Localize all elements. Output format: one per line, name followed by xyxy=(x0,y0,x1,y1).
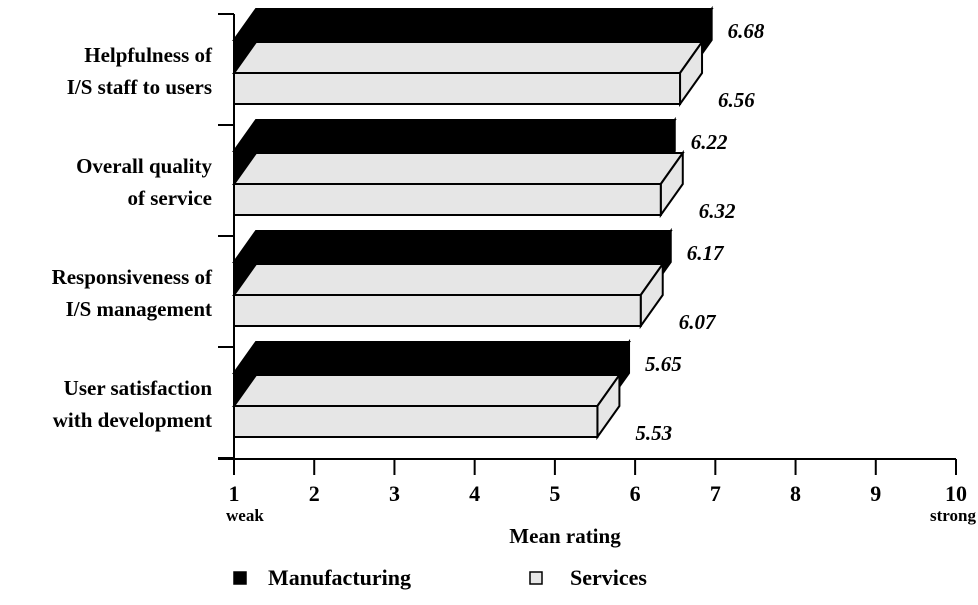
bar-manufacturing-2-top xyxy=(232,230,673,263)
value-label-services-3: 5.53 xyxy=(635,421,672,445)
bar-services-1-top xyxy=(232,152,685,185)
value-label-manufacturing-0: 6.68 xyxy=(728,19,765,43)
bar-services-3-front xyxy=(233,405,599,438)
bar-manufacturing-1-top xyxy=(232,119,677,152)
bar-services-1-front xyxy=(233,183,662,216)
axes xyxy=(218,13,957,475)
value-label-manufacturing-3: 5.65 xyxy=(645,352,682,376)
x-tick-label-8: 9 xyxy=(870,481,881,506)
bars-layer xyxy=(232,5,714,441)
legend-swatch-services xyxy=(529,571,543,585)
x-tick-label-3: 4 xyxy=(469,481,480,506)
bar-services-2 xyxy=(232,260,665,330)
category-label-0: Helpfulness of I/S staff to users xyxy=(67,43,213,99)
x-tick-label-0: 1 xyxy=(229,481,240,506)
legend-label-services: Services xyxy=(570,565,647,590)
category-label-3: User satisfaction with development xyxy=(53,376,213,432)
category-label-2: Responsiveness of I/S management xyxy=(52,265,213,321)
value-label-manufacturing-1: 6.22 xyxy=(691,130,728,154)
category-label-1-line-1: of service xyxy=(127,186,212,210)
value-label-services-1: 6.32 xyxy=(699,199,736,223)
value-label-services-0: 6.56 xyxy=(718,88,755,112)
category-label-0-line-1: I/S staff to users xyxy=(67,75,212,99)
legend-swatch-manufacturing xyxy=(233,571,247,585)
category-label-2-line-1: I/S management xyxy=(66,297,212,321)
bar-services-0-front xyxy=(233,72,682,105)
x-axis-title: Mean rating xyxy=(509,524,621,548)
category-label-2-line-0: Responsiveness of xyxy=(52,265,213,289)
bar-manufacturing-3-top xyxy=(232,341,631,374)
x-tick-label-1: 2 xyxy=(309,481,320,506)
category-label-3-line-1: with development xyxy=(53,408,212,432)
category-label-1: Overall quality of service xyxy=(76,154,212,210)
category-label-1-line-0: Overall quality xyxy=(76,154,212,178)
x-tick-label-5: 6 xyxy=(630,481,641,506)
x-tick-label-4: 5 xyxy=(549,481,560,506)
bar-services-3-top xyxy=(232,374,622,407)
bar-manufacturing-0-top xyxy=(232,8,714,41)
bar-services-0-top xyxy=(232,41,704,74)
bar-services-1 xyxy=(232,149,685,219)
legend: Manufacturing Services xyxy=(233,565,647,590)
x-low-label: weak xyxy=(226,506,264,525)
category-label-3-line-0: User satisfaction xyxy=(64,376,213,400)
bar-services-0 xyxy=(232,38,704,108)
bar-services-2-top xyxy=(232,263,665,296)
x-tick-label-2: 3 xyxy=(389,481,400,506)
x-tick-label-7: 8 xyxy=(790,481,801,506)
labels-layer: 6.68 6.56 Helpfulness of I/S staff to users… xyxy=(52,19,977,548)
x-high-label: strong xyxy=(930,506,976,525)
x-tick-label-9: 10 xyxy=(945,481,967,506)
x-tick-label-6: 7 xyxy=(710,481,721,506)
legend-label-manufacturing: Manufacturing xyxy=(268,565,411,590)
bar-services-3 xyxy=(232,371,622,441)
value-label-manufacturing-2: 6.17 xyxy=(687,241,725,265)
category-label-0-line-0: Helpfulness of xyxy=(84,43,213,67)
value-label-services-2: 6.07 xyxy=(679,310,717,334)
bar-services-2-front xyxy=(233,294,642,327)
